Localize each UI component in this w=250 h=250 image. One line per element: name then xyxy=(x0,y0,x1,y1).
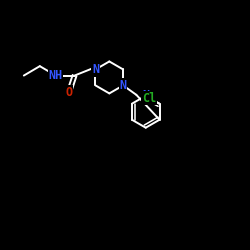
Text: NH: NH xyxy=(49,69,63,82)
Text: O: O xyxy=(65,86,72,99)
Text: N: N xyxy=(120,79,127,92)
Text: N: N xyxy=(92,63,99,76)
Text: Cl: Cl xyxy=(142,92,156,104)
Text: N: N xyxy=(142,89,149,102)
